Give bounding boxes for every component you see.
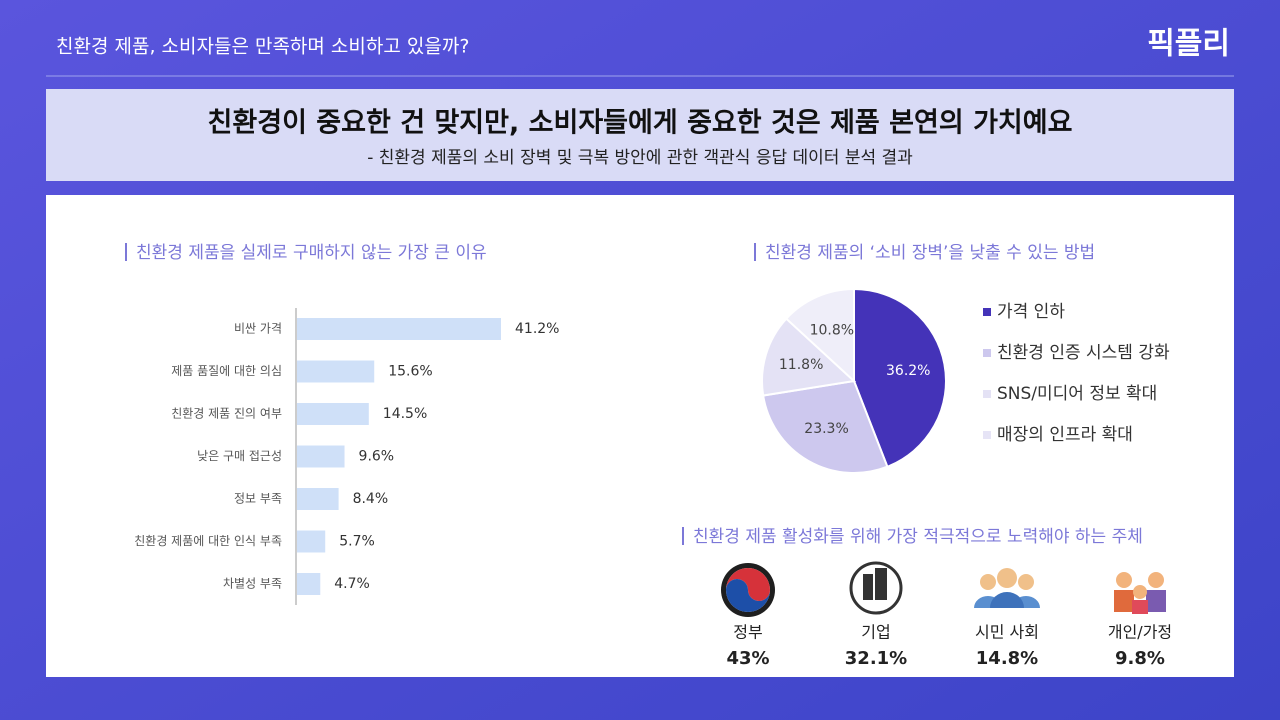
value-label: 4.7% [334,576,370,592]
actor-name: 개인/가정 [1108,623,1172,642]
logo: 픽플리 [1147,27,1230,62]
category-label: 정보 부족 [234,492,282,506]
category-label: 낮은 구매 접근성 [197,449,282,463]
category-label: 친환경 제품 진의 여부 [171,407,282,421]
content-panel [46,195,1234,677]
bar [297,573,321,595]
actor-value: 9.8% [1115,648,1165,669]
headline-box [46,89,1234,181]
company-icon [849,561,903,615]
headline-title: 친환경이 중요한 건 맞지만, 소비자들에게 중요한 것은 제품 본연의 가치예… [208,108,1073,139]
legend-swatch [983,431,991,439]
value-label: 41.2% [515,321,559,337]
category-label: 친환경 제품에 대한 인식 부족 [134,534,282,548]
bar [297,445,345,468]
legend-label: 매장의 인프라 확대 [997,425,1133,445]
legend-label: 가격 인하 [997,302,1065,322]
value-label: 8.4% [353,491,389,507]
value-label: 9.6% [359,449,395,465]
header-title: 친환경 제품, 소비자들은 만족하며 소비하고 있을까? [56,36,469,58]
category-label: 차별성 부족 [223,577,282,591]
actor-name: 시민 사회 [975,623,1039,642]
category-label: 제품 품질에 대한 의심 [171,364,282,378]
value-label: 14.5% [383,406,427,422]
legend-swatch [983,390,991,398]
bar [297,530,326,553]
legend-swatch [983,308,991,316]
value-label: 5.7% [339,534,375,550]
actor-value: 14.8% [976,648,1038,669]
headline-subtitle: - 친환경 제품의 소비 장벽 및 극복 방안에 관한 객관식 응답 데이터 분… [367,148,913,168]
title-marker [754,243,756,261]
slice-label: 11.8% [779,357,823,373]
value-label: 15.6% [388,364,432,380]
actor-name: 정부 [733,623,762,642]
legend-swatch [983,349,991,357]
legend-label: SNS/미디어 정보 확대 [997,384,1157,404]
bar [297,360,375,383]
category-label: 비싼 가격 [234,322,282,336]
bar-chart-title: 친환경 제품을 실제로 구매하지 않는 가장 큰 이유 [136,243,487,263]
bar [297,318,501,340]
legend-label: 친환경 인증 시스템 강화 [997,343,1170,363]
civil-society-icon [974,568,1040,608]
actors-title: 친환경 제품 활성화를 위해 가장 적극적으로 노력해야 하는 주체 [693,527,1143,547]
government-icon [721,563,775,617]
bar [297,488,339,510]
pie-slice [762,379,889,474]
title-marker [682,527,684,545]
slice-label: 36.2% [886,363,930,379]
pie-slice [761,317,857,397]
individual-icon [1114,572,1166,614]
pie-slice [784,287,855,384]
pie-chart-title: 친환경 제품의 ‘소비 장벽’을 낮출 수 있는 방법 [765,243,1095,263]
slice-label: 10.8% [810,322,854,338]
actor-value: 43% [726,648,769,669]
title-marker [125,243,127,261]
actor-value: 32.1% [845,648,907,669]
actor-name: 기업 [861,623,890,642]
pie-slice [853,287,947,469]
slice-label: 23.3% [804,421,848,437]
bar [297,403,369,425]
